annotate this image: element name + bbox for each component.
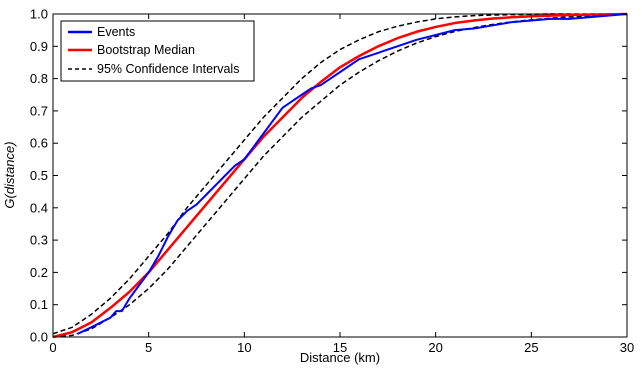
y-tick-label: 0.9 <box>30 39 48 54</box>
legend: Events Bootstrap Median 95% Confidence I… <box>60 20 255 82</box>
y-axis-label: G(distance) <box>2 141 17 208</box>
y-tick-label: 0.0 <box>30 330 48 345</box>
y-tick-label: 0.3 <box>30 233 48 248</box>
legend-box <box>60 20 255 82</box>
x-axis-label: Distance (km) <box>300 350 380 365</box>
y-tick-label: 0.2 <box>30 265 48 280</box>
y-tick-label: 0.7 <box>30 103 48 118</box>
y-tick-label: 0.1 <box>30 297 48 312</box>
ticks-layer: 0 5 10 15 20 25 30 0.0 0.1 0.2 0.3 0.4 0.5 0.6 0.7 0.8 0… <box>30 7 634 356</box>
x-tick-label: 5 <box>145 340 152 355</box>
legend-label-confidence-intervals: 95% Confidence Intervals <box>97 62 239 76</box>
legend-label-bootstrap-median: Bootstrap Median <box>97 43 195 57</box>
x-tick-label: 20 <box>428 340 442 355</box>
x-tick-label: 0 <box>49 340 56 355</box>
y-tick-label: 1.0 <box>30 7 48 22</box>
y-tick-label: 0.6 <box>30 136 48 151</box>
x-tick-label: 10 <box>237 340 251 355</box>
y-tick-label: 0.8 <box>30 71 48 86</box>
x-tick-label: 15 <box>333 340 347 355</box>
x-tick-label: 30 <box>620 340 634 355</box>
y-tick-label: 0.5 <box>30 168 48 183</box>
x-tick-label: 25 <box>524 340 538 355</box>
series-line-events <box>77 13 628 335</box>
legend-label-events: Events <box>97 25 135 39</box>
y-tick-label: 0.4 <box>30 200 48 215</box>
